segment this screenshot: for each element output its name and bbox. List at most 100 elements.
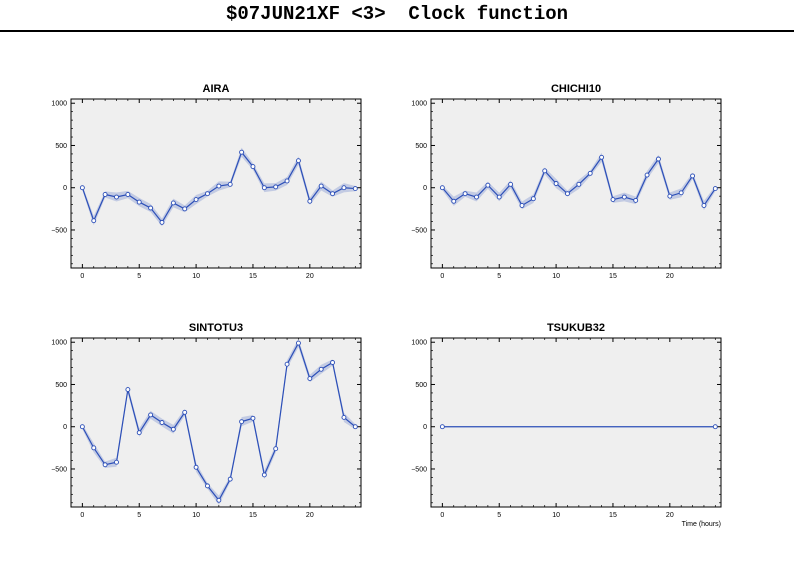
data-point (114, 194, 119, 200)
data-point (159, 420, 165, 425)
x-tick-label: 0 (80, 273, 84, 280)
data-point (439, 185, 445, 191)
data-point (91, 445, 97, 451)
x-tick-label: 5 (497, 273, 501, 280)
y-tick-label: 0 (63, 185, 67, 192)
data-point (530, 196, 536, 202)
data-point (205, 191, 210, 197)
title-rule (0, 30, 794, 32)
data-point (261, 185, 267, 191)
x-tick-label: 10 (192, 512, 200, 519)
data-point (216, 497, 222, 503)
data-point (114, 459, 119, 465)
plot-frame (430, 337, 722, 508)
data-point (79, 424, 85, 430)
y-tick-label: −500 (411, 466, 427, 473)
x-tick-label: 15 (609, 512, 617, 519)
y-tick-label: 500 (415, 382, 427, 389)
y-tick-label: 1000 (51, 340, 67, 347)
x-tick-label: 15 (249, 273, 257, 280)
y-tick-label: 0 (423, 424, 427, 431)
data-point (485, 182, 491, 188)
data-point (216, 183, 222, 189)
data-point (307, 376, 313, 382)
x-tick-label: 5 (137, 273, 141, 280)
data-point (352, 424, 358, 430)
y-tick-label: 1000 (411, 340, 427, 347)
data-point (330, 191, 336, 197)
data-point (227, 476, 233, 482)
data-point (690, 173, 696, 179)
data-point (136, 430, 142, 436)
data-point (565, 191, 570, 197)
x-tick-label: 0 (440, 512, 444, 519)
y-tick-label: 500 (55, 143, 67, 150)
data-point (318, 366, 324, 372)
data-point (148, 205, 154, 211)
data-point (318, 183, 324, 189)
y-tick-label: 500 (55, 382, 67, 389)
data-point (633, 197, 639, 203)
data-point (712, 424, 718, 430)
y-tick-label: 1000 (411, 101, 427, 108)
x-tick-label: 0 (80, 512, 84, 519)
data-point (205, 483, 210, 489)
data-point (451, 198, 457, 204)
data-point (170, 426, 176, 432)
data-point (102, 192, 108, 197)
data-point (330, 360, 336, 365)
data-point (250, 415, 256, 421)
data-point (273, 446, 279, 452)
panel-title: SINTOTU3 (189, 322, 243, 334)
plot-frame (430, 98, 722, 269)
data-point (227, 181, 233, 187)
panel-title: AIRA (203, 83, 230, 95)
data-point (599, 154, 605, 160)
x-tick-label: 10 (552, 512, 560, 519)
page-title: $07JUN21XF <3> Clock function (225, 3, 569, 25)
x-tick-label: 10 (192, 273, 200, 280)
panel-title: TSUKUB32 (547, 322, 605, 334)
data-point (678, 190, 684, 196)
data-point (352, 186, 358, 192)
y-tick-label: −500 (51, 227, 67, 234)
data-point (587, 170, 593, 176)
data-point (576, 181, 582, 187)
data-point (508, 181, 514, 187)
data-point (644, 172, 650, 178)
data-point (656, 156, 661, 162)
data-point (125, 192, 131, 197)
data-point (284, 361, 290, 367)
data-point (182, 409, 188, 415)
x-tick-label: 20 (666, 273, 674, 280)
y-tick-label: −500 (411, 227, 427, 234)
x-tick-label: 5 (497, 512, 501, 519)
plot-area (71, 99, 361, 268)
data-point (250, 164, 256, 170)
data-point (273, 184, 279, 190)
plot-frame (70, 98, 362, 269)
y-tick-label: 0 (63, 424, 67, 431)
data-point (296, 340, 301, 346)
data-point (496, 194, 502, 200)
data-point (159, 219, 165, 225)
data-point (182, 206, 188, 212)
data-point (462, 191, 468, 197)
data-point (261, 472, 267, 478)
data-point (341, 414, 347, 420)
y-tick-label: 0 (423, 185, 427, 192)
data-point (519, 203, 525, 208)
data-point (102, 462, 108, 468)
data-point (239, 149, 245, 155)
chart-panel: CHICHI10 −500 0 500 1000 0 5 10 15 20 (411, 83, 722, 280)
x-tick-label: 0 (440, 273, 444, 280)
chart-panel: AIRA −500 0 500 1000 0 5 10 15 20 (51, 83, 362, 280)
data-point (148, 412, 154, 418)
y-tick-label: −500 (51, 466, 67, 473)
data-point (125, 387, 131, 392)
data-point (341, 185, 347, 191)
x-tick-label: 15 (249, 512, 257, 519)
x-axis-label: Time (hours) (682, 521, 721, 528)
chart-panel: TSUKUB32 −500 0 500 1000 0 5 10 15 20 Time (hours) (411, 322, 722, 528)
